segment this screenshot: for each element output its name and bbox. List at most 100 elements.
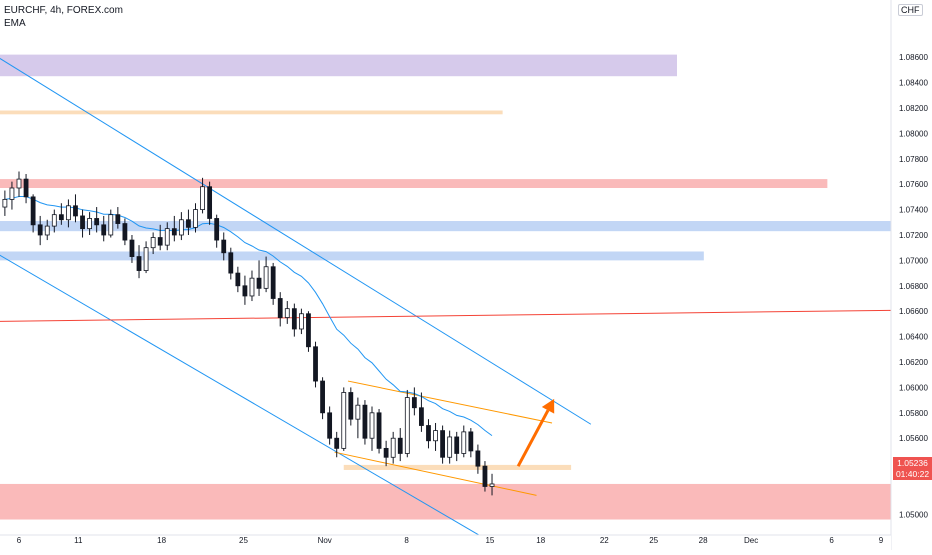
candle-body-down (270, 266, 276, 299)
candle (256, 260, 262, 296)
candle-body-down (454, 436, 460, 454)
candle (320, 377, 325, 420)
currency-badge[interactable]: CHF (898, 4, 923, 16)
price-tick-label: 1.08200 (899, 104, 928, 113)
time-tick-label: 18 (157, 536, 166, 545)
candle-body-down (419, 407, 424, 426)
candle-body-up (369, 412, 375, 439)
candle (291, 303, 297, 337)
candle (411, 387, 417, 416)
candle (101, 215, 107, 242)
candle-body-up (51, 214, 57, 227)
price-tick-label: 1.08600 (899, 53, 928, 62)
candle-body-up (66, 205, 71, 221)
drawings-layer (0, 57, 892, 539)
candle-body-down (440, 430, 446, 458)
candle-body-up (108, 214, 114, 236)
candle-body-up (16, 178, 22, 189)
chart-title: EURCHF, 4h, FOREX.com (4, 5, 123, 16)
candle-body-up (433, 430, 438, 442)
candle-body-up (87, 218, 92, 230)
candle (51, 209, 57, 233)
candle-body-down (320, 380, 325, 414)
candle (489, 473, 495, 496)
time-tick-label: 6 (17, 536, 22, 545)
price-tick-label: 1.06200 (899, 358, 928, 367)
candle-body-down (186, 219, 191, 228)
candle-body-up (178, 219, 184, 236)
candle (164, 222, 170, 251)
candle-body-down (291, 308, 297, 330)
price-tick-label: 1.07000 (899, 256, 928, 265)
price-tick-label: 1.08000 (899, 129, 928, 138)
price-tick-label: 1.05600 (899, 434, 928, 443)
channel-lower-line (0, 254, 486, 539)
time-tick-label: 15 (485, 536, 494, 545)
wedge-lower-line (334, 451, 537, 496)
candle (383, 440, 389, 467)
price-tick-label: 1.07200 (899, 231, 928, 240)
candle (143, 241, 149, 274)
candle (9, 181, 15, 210)
time-tick-label: 8 (404, 536, 409, 545)
candle (129, 234, 135, 263)
candle (115, 207, 121, 229)
time-tick-label: 28 (699, 536, 708, 545)
time-tick-label: 6 (829, 536, 834, 545)
candle (73, 194, 78, 223)
candle (404, 389, 410, 458)
candle-body-up (164, 228, 170, 246)
candle-body-down (242, 285, 248, 297)
candle-body-up (143, 247, 149, 271)
price-tick-label: 1.06000 (899, 383, 928, 392)
candle-body-down (129, 239, 135, 257)
candle (284, 301, 290, 324)
candle-body-up (489, 483, 495, 487)
candle-body-up (200, 186, 205, 210)
zone-red-upper (0, 179, 828, 188)
candle (306, 311, 311, 352)
zone-orange-small (343, 464, 572, 470)
candle-body-down (383, 447, 389, 458)
candle (419, 392, 424, 432)
candle-body-down (30, 196, 36, 226)
candle (94, 207, 100, 233)
candle (30, 194, 36, 233)
price-tick-label: 1.05000 (899, 510, 928, 519)
candle (298, 308, 304, 335)
candle-body-up (404, 397, 410, 454)
candle (327, 406, 333, 445)
candle-body-down (228, 252, 234, 274)
candle-body-up (461, 431, 467, 454)
candle-body-down (313, 346, 318, 382)
price-tick-label: 1.07800 (899, 155, 928, 164)
candle (341, 387, 347, 451)
candle-body-down (101, 224, 107, 236)
candle (66, 199, 71, 228)
candle (433, 422, 438, 451)
time-tick-label: 9 (879, 536, 884, 545)
candle-body-down (235, 272, 241, 287)
candle (482, 461, 488, 492)
arrow-layer (516, 398, 555, 467)
candle (122, 218, 128, 246)
price-tick-label: 1.08400 (899, 79, 928, 88)
candle-body-down (468, 431, 474, 452)
candle-body-down (207, 186, 213, 219)
time-tick-label: 22 (600, 536, 609, 545)
candle-body-up (150, 237, 156, 249)
candle-body-up (193, 209, 198, 228)
zone-blue-lower (0, 251, 704, 261)
time-tick-label: 18 (536, 536, 545, 545)
candle (186, 209, 191, 235)
candle (200, 177, 205, 214)
candle (58, 203, 64, 225)
candle (221, 232, 227, 261)
candle-body-down (256, 277, 262, 289)
candle-body-down (94, 218, 100, 226)
ema-legend[interactable]: EMA (4, 18, 26, 29)
zone-blue-upper (0, 221, 891, 232)
candle (376, 409, 382, 454)
